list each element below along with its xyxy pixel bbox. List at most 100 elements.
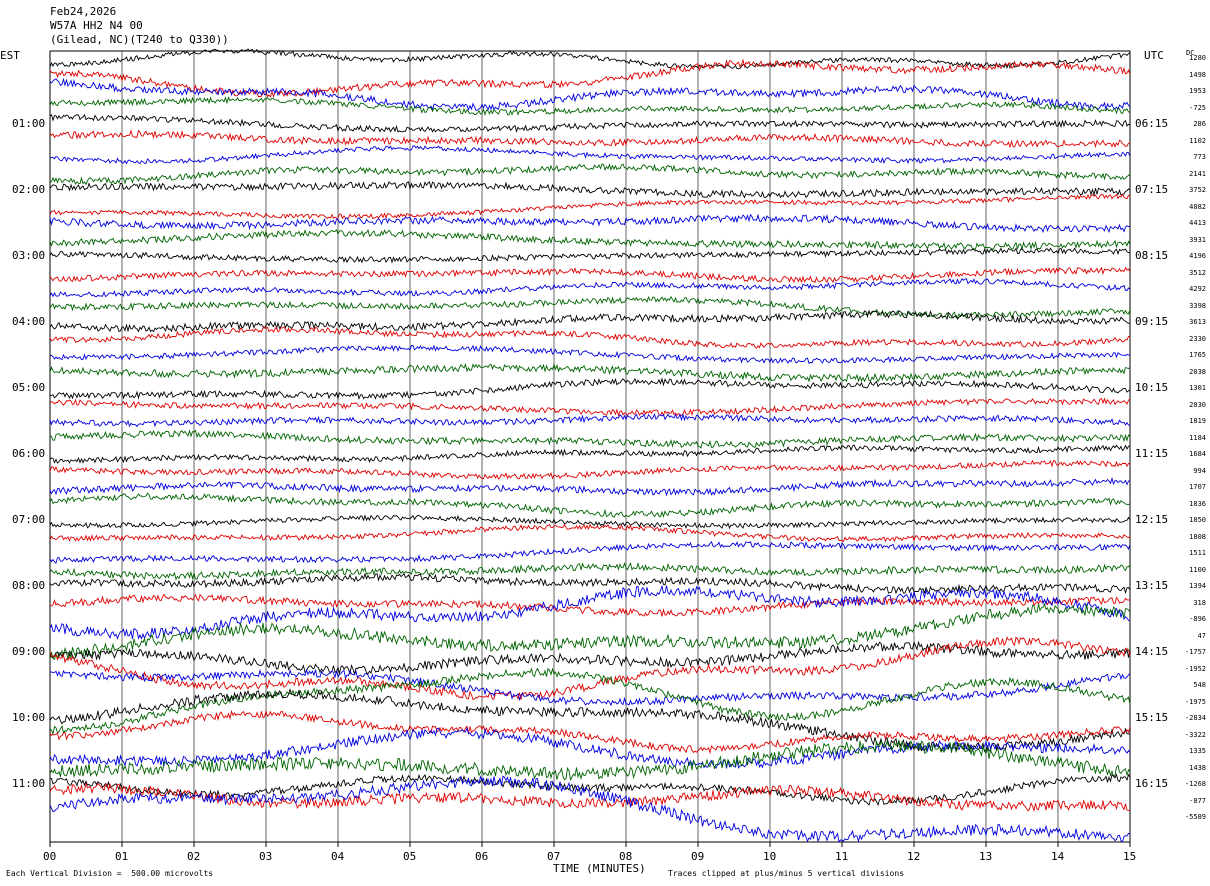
seismic-trace [49,540,1131,564]
seismic-trace [49,129,1131,149]
seismic-trace [49,514,1131,530]
dc-offset-label: 1808 [1189,532,1206,541]
dc-offset-label: 3512 [1189,268,1206,277]
right-hour-label: 09:15 [1135,315,1169,328]
header-location: (Gilead, NC)(T240 to Q330)) [50,33,229,46]
seismic-trace [49,228,1131,251]
right-hour-label: 12:15 [1135,513,1169,526]
seismic-trace [49,362,1131,383]
seismic-trace [49,278,1131,298]
dc-offset-label: 1438 [1189,763,1206,772]
right-hour-label: 15:15 [1135,711,1169,724]
seismic-trace [49,726,1131,769]
seismic-trace [49,739,1131,782]
right-hour-label: 07:15 [1135,183,1169,196]
seismic-trace [49,309,1131,333]
left-hour-label: 10:00 [12,711,46,724]
seismic-trace [49,96,1131,116]
dc-offset-label: 4196 [1189,252,1206,260]
dc-offset-label: 548 [1193,681,1206,689]
seismic-trace [49,602,1131,661]
dc-offset-label: -896 [1189,615,1206,623]
dc-offset-label: 2141 [1189,169,1206,178]
seismic-trace [49,163,1131,186]
dc-offset-label: 1511 [1189,549,1206,557]
dc-offset-label: 3752 [1189,186,1206,194]
dc-offset-label: 1394 [1189,582,1206,590]
minute-tick-label: 07 [547,850,561,863]
minute-tick-label: 08 [619,850,633,863]
seismic-trace [49,266,1131,284]
seismic-trace [49,523,1131,543]
seismic-trace [49,444,1131,464]
dc-offset-label: -3322 [1184,730,1206,739]
seismic-trace [49,181,1131,199]
minute-tick-label: 09 [691,850,705,863]
dc-offset-label: -2834 [1184,714,1206,722]
left-hour-label: 01:00 [12,117,46,130]
right-hour-label: 16:15 [1135,777,1169,790]
seismic-trace [49,782,1131,813]
seismic-trace [49,193,1131,220]
seismic-trace [49,636,1131,700]
seismic-trace [49,775,1131,843]
x-axis-label: TIME (MINUTES) [553,862,646,875]
minute-tick-label: 04 [331,850,345,863]
right-hour-label: 08:15 [1135,249,1169,262]
seismic-trace [49,476,1131,497]
minute-tick-label: 02 [187,850,201,863]
dc-offset-label: 1684 [1189,450,1206,458]
seismic-trace [49,593,1131,617]
seismic-trace [49,326,1131,349]
left-hour-label: 09:00 [12,645,46,658]
dc-offset-label: -1952 [1184,664,1206,673]
header-date: Feb24,2026 [50,5,117,18]
dc-offset-label: 318 [1193,598,1206,607]
left-hour-label: 03:00 [12,249,46,262]
dc-offset-label: -1268 [1184,780,1206,788]
dc-offset-label: 3398 [1189,301,1206,310]
dc-header-label: DC [1186,49,1195,57]
left-hour-label: 06:00 [12,447,46,460]
seismic-trace [49,113,1131,133]
seismic-trace [49,667,1131,736]
minute-tick-label: 10 [763,850,777,863]
footer-left-note: Each Vertical Division = 500.00 microvol… [6,869,214,878]
dc-offset-label: -5589 [1184,813,1206,821]
seismic-trace [49,709,1131,755]
dc-offset-label: 1498 [1189,70,1206,79]
dc-offset-label: 2330 [1189,334,1206,343]
seismic-trace [49,77,1131,112]
seismic-trace [49,145,1131,165]
right-hour-label: 13:15 [1135,579,1169,592]
right-hour-label: 06:15 [1135,117,1169,130]
dc-offset-label: 1100 [1189,565,1206,574]
dc-offset-label: 1953 [1189,87,1206,95]
seismic-trace [49,295,1131,320]
left-timezone-label: EST [0,49,20,62]
dc-offset-label: 1280 [1189,54,1206,62]
dc-offset-label: 4413 [1189,219,1206,227]
dc-offset-label: 1850 [1189,516,1206,524]
seismic-trace [49,773,1131,807]
right-hour-label: 14:15 [1135,645,1169,658]
seismic-trace [49,640,1131,676]
dc-offset-label: 1184 [1189,433,1206,442]
dc-offset-label: 286 [1193,120,1206,128]
minute-tick-label: 13 [979,850,993,863]
dc-offset-label: 2038 [1189,367,1206,376]
minute-tick-label: 15 [1123,850,1137,863]
dc-offset-label: 773 [1193,153,1206,161]
dc-offset-label: 994 [1193,466,1206,475]
left-hour-label: 05:00 [12,381,46,394]
dc-offset-label: -1757 [1184,648,1206,656]
dc-offset-label: 1707 [1189,483,1206,491]
dc-offset-label: 3931 [1189,235,1206,244]
seismic-trace [49,584,1130,640]
minute-tick-label: 14 [1051,850,1065,863]
dc-offset-label: 1102 [1189,136,1206,145]
left-hour-label: 04:00 [12,315,46,328]
dc-offset-label: 1836 [1189,499,1206,508]
seismic-trace [49,572,1131,595]
